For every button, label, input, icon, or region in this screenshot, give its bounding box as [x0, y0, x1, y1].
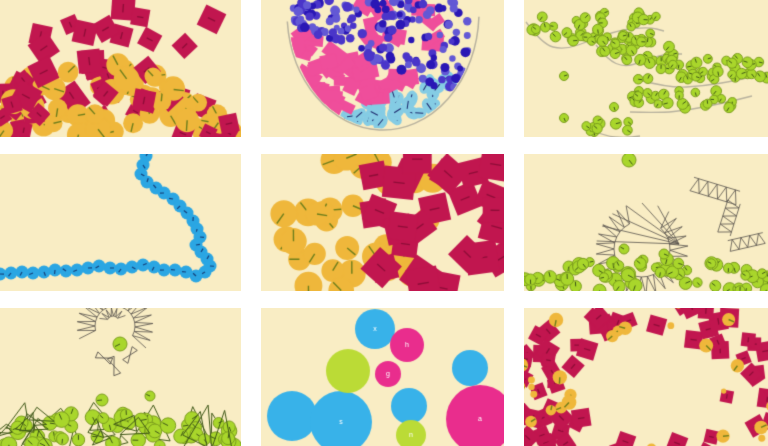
terrain-cascade-canvas: [524, 0, 768, 137]
wireframe-arc-pile-canvas: [0, 308, 241, 446]
circles-vs-squares-canvas: [261, 154, 504, 291]
square-ring-canvas: [524, 308, 768, 446]
thumbnail-square-ring[interactable]: [524, 308, 768, 446]
thumbnail-wireframe-arc-pile[interactable]: [0, 308, 241, 446]
thumbnail-wireframe-glyphs[interactable]: [524, 154, 768, 291]
wireframe-glyphs-canvas: [524, 154, 768, 291]
thumbnail-terrain-cascade[interactable]: [524, 0, 768, 137]
lettered-circles-canvas: [261, 308, 504, 446]
thumbnail-falling-pile[interactable]: [0, 0, 241, 137]
thumbnail-bowl-mixture[interactable]: [261, 0, 504, 137]
thumbnail-circles-vs-squares[interactable]: [261, 154, 504, 291]
bowl-mixture-canvas: [261, 0, 504, 137]
ball-chain-canvas: [0, 154, 241, 291]
falling-pile-canvas: [0, 0, 241, 137]
thumbnail-lettered-circles[interactable]: [261, 308, 504, 446]
thumbnail-ball-chain[interactable]: [0, 154, 241, 291]
